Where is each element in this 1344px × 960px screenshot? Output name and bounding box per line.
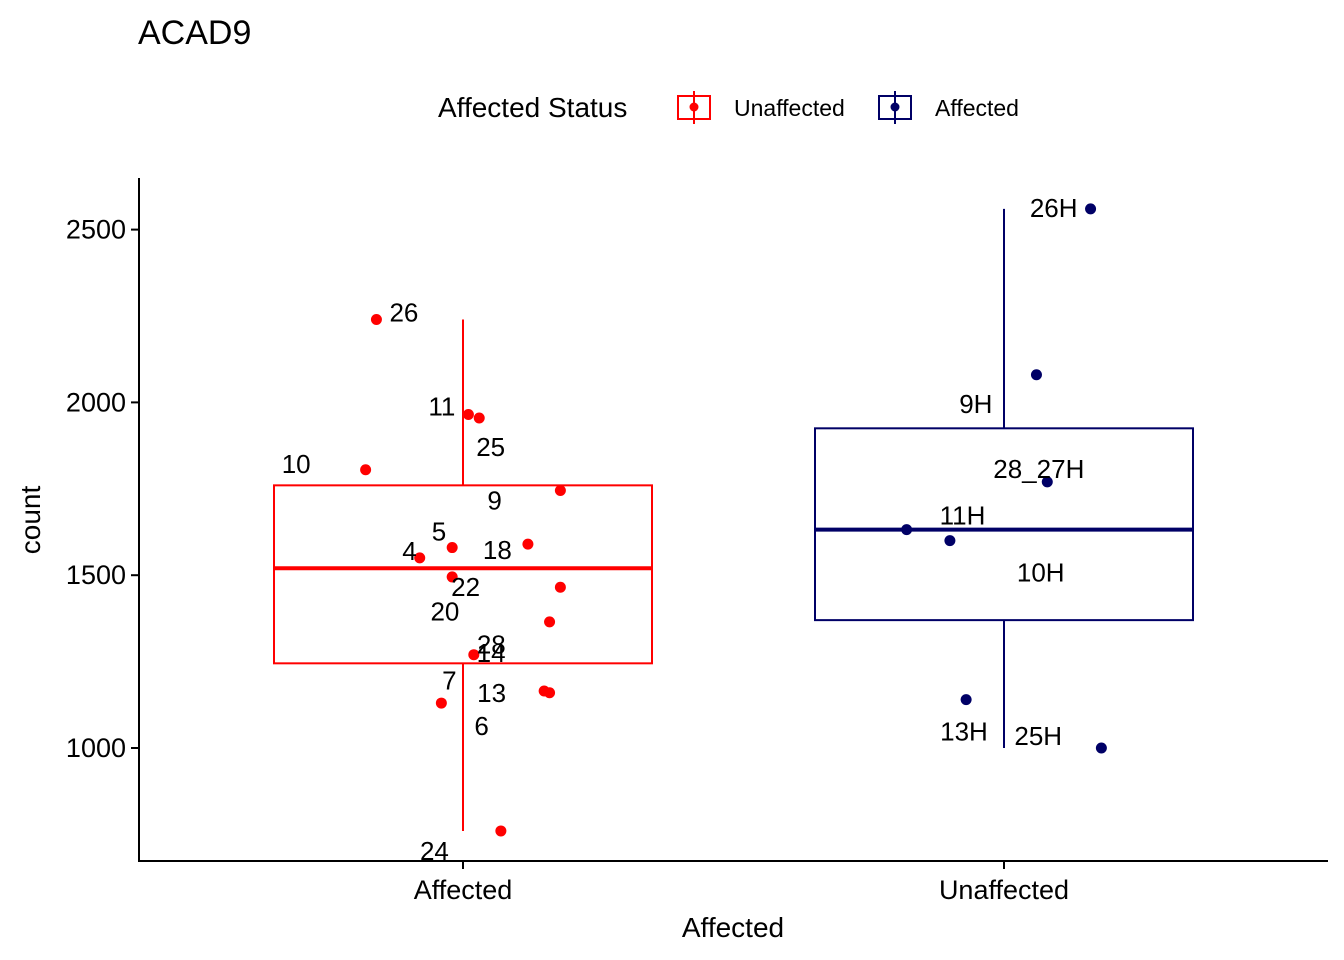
point-label: 6	[474, 711, 488, 741]
legend-label-affected: Affected	[935, 95, 1019, 121]
x-axis-title: Affected	[682, 912, 784, 943]
data-point	[1085, 203, 1097, 215]
point-label: 11	[428, 391, 455, 421]
data-point	[446, 542, 458, 554]
point-label: 22	[451, 572, 480, 602]
data-point	[554, 485, 566, 497]
data-point	[554, 581, 566, 593]
y-tick-label: 1500	[66, 560, 126, 590]
legend: Affected Status Unaffected Affected	[438, 91, 1019, 124]
y-axis-title: count	[15, 486, 46, 555]
point-label: 7	[442, 666, 456, 696]
y-tick-label: 1000	[66, 733, 126, 763]
point-label: 9H	[959, 389, 992, 419]
data-point	[1095, 742, 1107, 754]
y-tick-label: 2000	[66, 387, 126, 417]
data-point	[522, 538, 534, 550]
point-label: 18	[483, 535, 512, 565]
data-point	[360, 464, 372, 476]
box-iqr	[273, 484, 653, 665]
data-point	[462, 408, 474, 420]
point-label: 28	[477, 630, 506, 660]
data-point	[944, 535, 956, 547]
chart-title: ACAD9	[138, 14, 251, 52]
legend-title: Affected Status	[438, 92, 627, 123]
point-label: 10	[282, 449, 311, 479]
y-tick-label: 2500	[66, 215, 126, 245]
point-label: 25H	[1014, 721, 1062, 751]
legend-label-unaffected: Unaffected	[734, 95, 845, 121]
x-tick-label: Unaffected	[939, 875, 1069, 905]
data-point	[446, 571, 458, 583]
point-label: 26	[389, 297, 418, 327]
point-label: 25	[476, 432, 505, 462]
point-label: 24	[420, 836, 449, 866]
data-point	[1041, 476, 1053, 488]
point-label: 20	[430, 596, 459, 626]
legend-key-unaffected	[677, 91, 711, 124]
point-label: 28_27H	[993, 454, 1084, 484]
legend-key-affected	[878, 91, 912, 124]
data-point	[960, 694, 972, 706]
data-point	[1030, 369, 1042, 381]
point-label: 26H	[1030, 193, 1078, 223]
data-point	[370, 313, 382, 325]
x-axis-ticks: Affected Unaffected	[414, 861, 1069, 905]
point-label: 11H	[940, 501, 986, 531]
point-label: 13	[477, 678, 506, 708]
data-point	[435, 697, 447, 709]
point-label: 13H	[940, 717, 988, 747]
data-point	[544, 616, 556, 628]
data-point	[901, 524, 913, 536]
y-axis-ticks: 1000 1500 2000 2500	[66, 215, 139, 763]
data-point	[544, 687, 556, 699]
point-label: 10H	[1017, 558, 1065, 588]
data-point	[495, 825, 507, 837]
data-point	[468, 649, 480, 661]
box-iqr	[814, 427, 1194, 622]
point-label: 9	[487, 486, 501, 516]
point-label: 4	[402, 536, 416, 566]
data-point	[473, 412, 485, 424]
data-point	[414, 552, 426, 564]
x-tick-label: Affected	[414, 875, 513, 905]
point-label: 5	[432, 517, 446, 547]
point-label: 14	[477, 638, 506, 668]
